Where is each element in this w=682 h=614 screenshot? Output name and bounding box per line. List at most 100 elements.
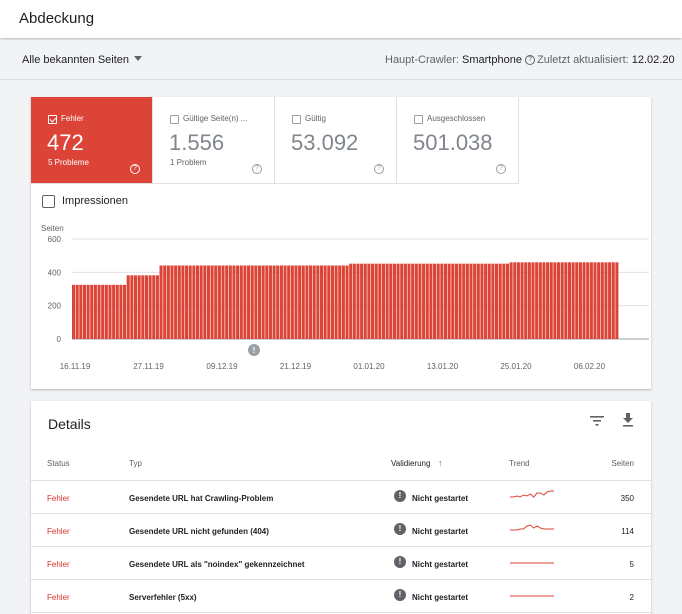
chart-bar[interactable]	[495, 263, 499, 339]
chart-bar[interactable]	[597, 262, 601, 339]
chart-bar[interactable]	[360, 263, 364, 339]
chart-bar[interactable]	[170, 265, 174, 340]
chart-bar[interactable]	[385, 263, 389, 339]
checkbox[interactable]	[42, 195, 55, 208]
chart-bar[interactable]	[352, 263, 356, 339]
chart-bar[interactable]	[593, 262, 597, 339]
chart-bar[interactable]	[133, 275, 138, 339]
chart-bar[interactable]	[433, 263, 437, 339]
chart-bar[interactable]	[458, 263, 462, 339]
chart-bar[interactable]	[115, 284, 119, 339]
chart-bar[interactable]	[608, 262, 612, 339]
chart-bar[interactable]	[338, 265, 342, 340]
tile-excluded[interactable]: Ausgeschlossen 501.038 ?	[397, 97, 519, 184]
download-icon[interactable]	[621, 412, 635, 428]
chart-bar[interactable]	[535, 262, 539, 339]
annotation-marker[interactable]	[248, 344, 260, 356]
chart-bar[interactable]	[604, 262, 608, 339]
chart-bar[interactable]	[181, 265, 185, 340]
chart-bar[interactable]	[148, 275, 152, 339]
chart-bar[interactable]	[144, 275, 148, 339]
chart-bar[interactable]	[615, 262, 619, 339]
chart-bar[interactable]	[137, 275, 141, 339]
chart-bar[interactable]	[378, 263, 382, 339]
help-icon[interactable]: ?	[130, 164, 140, 174]
chart-bar[interactable]	[112, 284, 116, 339]
chart-bar[interactable]	[516, 262, 520, 339]
chart-bar[interactable]	[611, 262, 615, 339]
chart-bar[interactable]	[283, 265, 287, 340]
chart-bar[interactable]	[436, 263, 440, 339]
chart-bar[interactable]	[126, 275, 130, 339]
filter-icon[interactable]	[589, 414, 605, 428]
chart-bar[interactable]	[560, 262, 564, 339]
chart-bar[interactable]	[301, 265, 305, 340]
chart-bar[interactable]	[93, 284, 97, 339]
chart-bar[interactable]	[429, 263, 433, 339]
help-icon[interactable]: ?	[374, 164, 384, 174]
table-row[interactable]: Fehler Serverfehler (5xx)! Nicht gestartet…	[31, 580, 651, 613]
chart-bar[interactable]	[513, 262, 517, 339]
chart-bar[interactable]	[473, 263, 477, 339]
chart-bar[interactable]	[443, 263, 448, 339]
chart-bar[interactable]	[371, 263, 375, 339]
chart-bar[interactable]	[546, 262, 550, 339]
chart-bar[interactable]	[305, 265, 309, 340]
chart-bar[interactable]	[465, 263, 469, 339]
chart-bar[interactable]	[155, 275, 159, 339]
chart-bar[interactable]	[236, 265, 240, 340]
chart-bar[interactable]	[257, 265, 262, 340]
chart-bar[interactable]	[509, 262, 513, 339]
checkbox[interactable]	[414, 115, 423, 124]
chart-bar[interactable]	[327, 265, 331, 340]
chart-bar[interactable]	[272, 265, 276, 340]
chart-bar[interactable]	[214, 265, 218, 340]
chart-bar[interactable]	[188, 265, 192, 340]
chart-bar[interactable]	[203, 265, 207, 340]
checkbox[interactable]	[292, 115, 301, 124]
chart-bar[interactable]	[276, 265, 280, 340]
chart-bar[interactable]	[199, 265, 203, 340]
chart-bar[interactable]	[108, 284, 112, 339]
table-row[interactable]: Fehler Gesendete URL nicht gefunden (404)…	[31, 514, 651, 547]
chart-bar[interactable]	[82, 284, 86, 339]
chart-bar[interactable]	[130, 275, 134, 339]
col-type[interactable]: Typ	[129, 459, 142, 468]
chart-bar[interactable]	[363, 263, 367, 339]
tile-errors[interactable]: Fehler 472 5 Probleme ?	[31, 97, 153, 184]
chart-bar[interactable]	[86, 284, 90, 339]
chart-bar[interactable]	[341, 265, 345, 340]
chart-bar[interactable]	[217, 265, 221, 340]
chart-bar[interactable]	[505, 263, 509, 339]
sort-arrow-icon[interactable]: ↑	[438, 458, 443, 468]
tile-valid-warnings[interactable]: Gültige Seite(n) ... 1.556 1 Problem ?	[153, 97, 275, 184]
chart-bar[interactable]	[538, 262, 542, 339]
help-icon[interactable]: ?	[496, 164, 506, 174]
chart-bar[interactable]	[487, 263, 491, 339]
table-row[interactable]: Fehler Gesendete URL hat Crawling-Problem…	[31, 481, 651, 514]
chart-bar[interactable]	[491, 263, 495, 339]
chart-bar[interactable]	[141, 275, 145, 339]
chart-bar[interactable]	[210, 265, 214, 340]
chart-bar[interactable]	[557, 262, 561, 339]
table-row[interactable]: Fehler Gesendete URL als "noindex" gekenn…	[31, 547, 651, 580]
chart-bar[interactable]	[309, 265, 313, 340]
chart-bar[interactable]	[195, 265, 200, 340]
chart-bar[interactable]	[392, 263, 396, 339]
chart-bar[interactable]	[225, 265, 229, 340]
chart-bar[interactable]	[279, 265, 283, 340]
chart-bar[interactable]	[101, 284, 105, 339]
chart-bar[interactable]	[403, 263, 407, 339]
chart-bar[interactable]	[567, 262, 571, 339]
chart-bar[interactable]	[166, 265, 170, 340]
chart-bar[interactable]	[72, 284, 76, 339]
chart-bar[interactable]	[250, 265, 254, 340]
chart-bar[interactable]	[206, 265, 210, 340]
chart-bar[interactable]	[586, 262, 590, 339]
chart-bar[interactable]	[174, 265, 178, 340]
col-pages[interactable]: Seiten	[611, 459, 634, 468]
chart-bar[interactable]	[451, 263, 455, 339]
chart-bar[interactable]	[381, 263, 386, 339]
chart-bar[interactable]	[462, 263, 466, 339]
chart-bar[interactable]	[600, 262, 604, 339]
